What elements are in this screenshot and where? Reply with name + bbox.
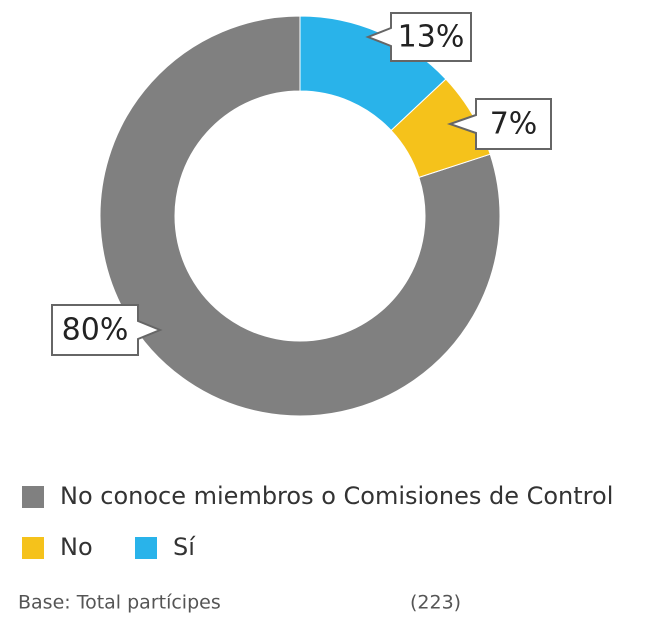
legend-label: No conoce miembros o Comisiones de Contr… xyxy=(60,482,613,510)
value-label: 80% xyxy=(62,313,129,348)
value-label: 13% xyxy=(398,20,465,55)
footnote: Base: Total partícipes xyxy=(18,592,221,614)
legend-label: No xyxy=(60,533,93,561)
legend-swatch xyxy=(22,537,44,559)
slice xyxy=(99,15,501,417)
legend-label: Sí xyxy=(173,533,196,561)
legend-swatch xyxy=(135,537,157,559)
callout-box xyxy=(51,304,163,356)
base-n: (223) xyxy=(410,592,461,614)
legend-swatch xyxy=(22,486,44,508)
callout-box xyxy=(446,98,552,150)
value-label: 7% xyxy=(490,107,538,142)
callout-box xyxy=(365,12,472,62)
